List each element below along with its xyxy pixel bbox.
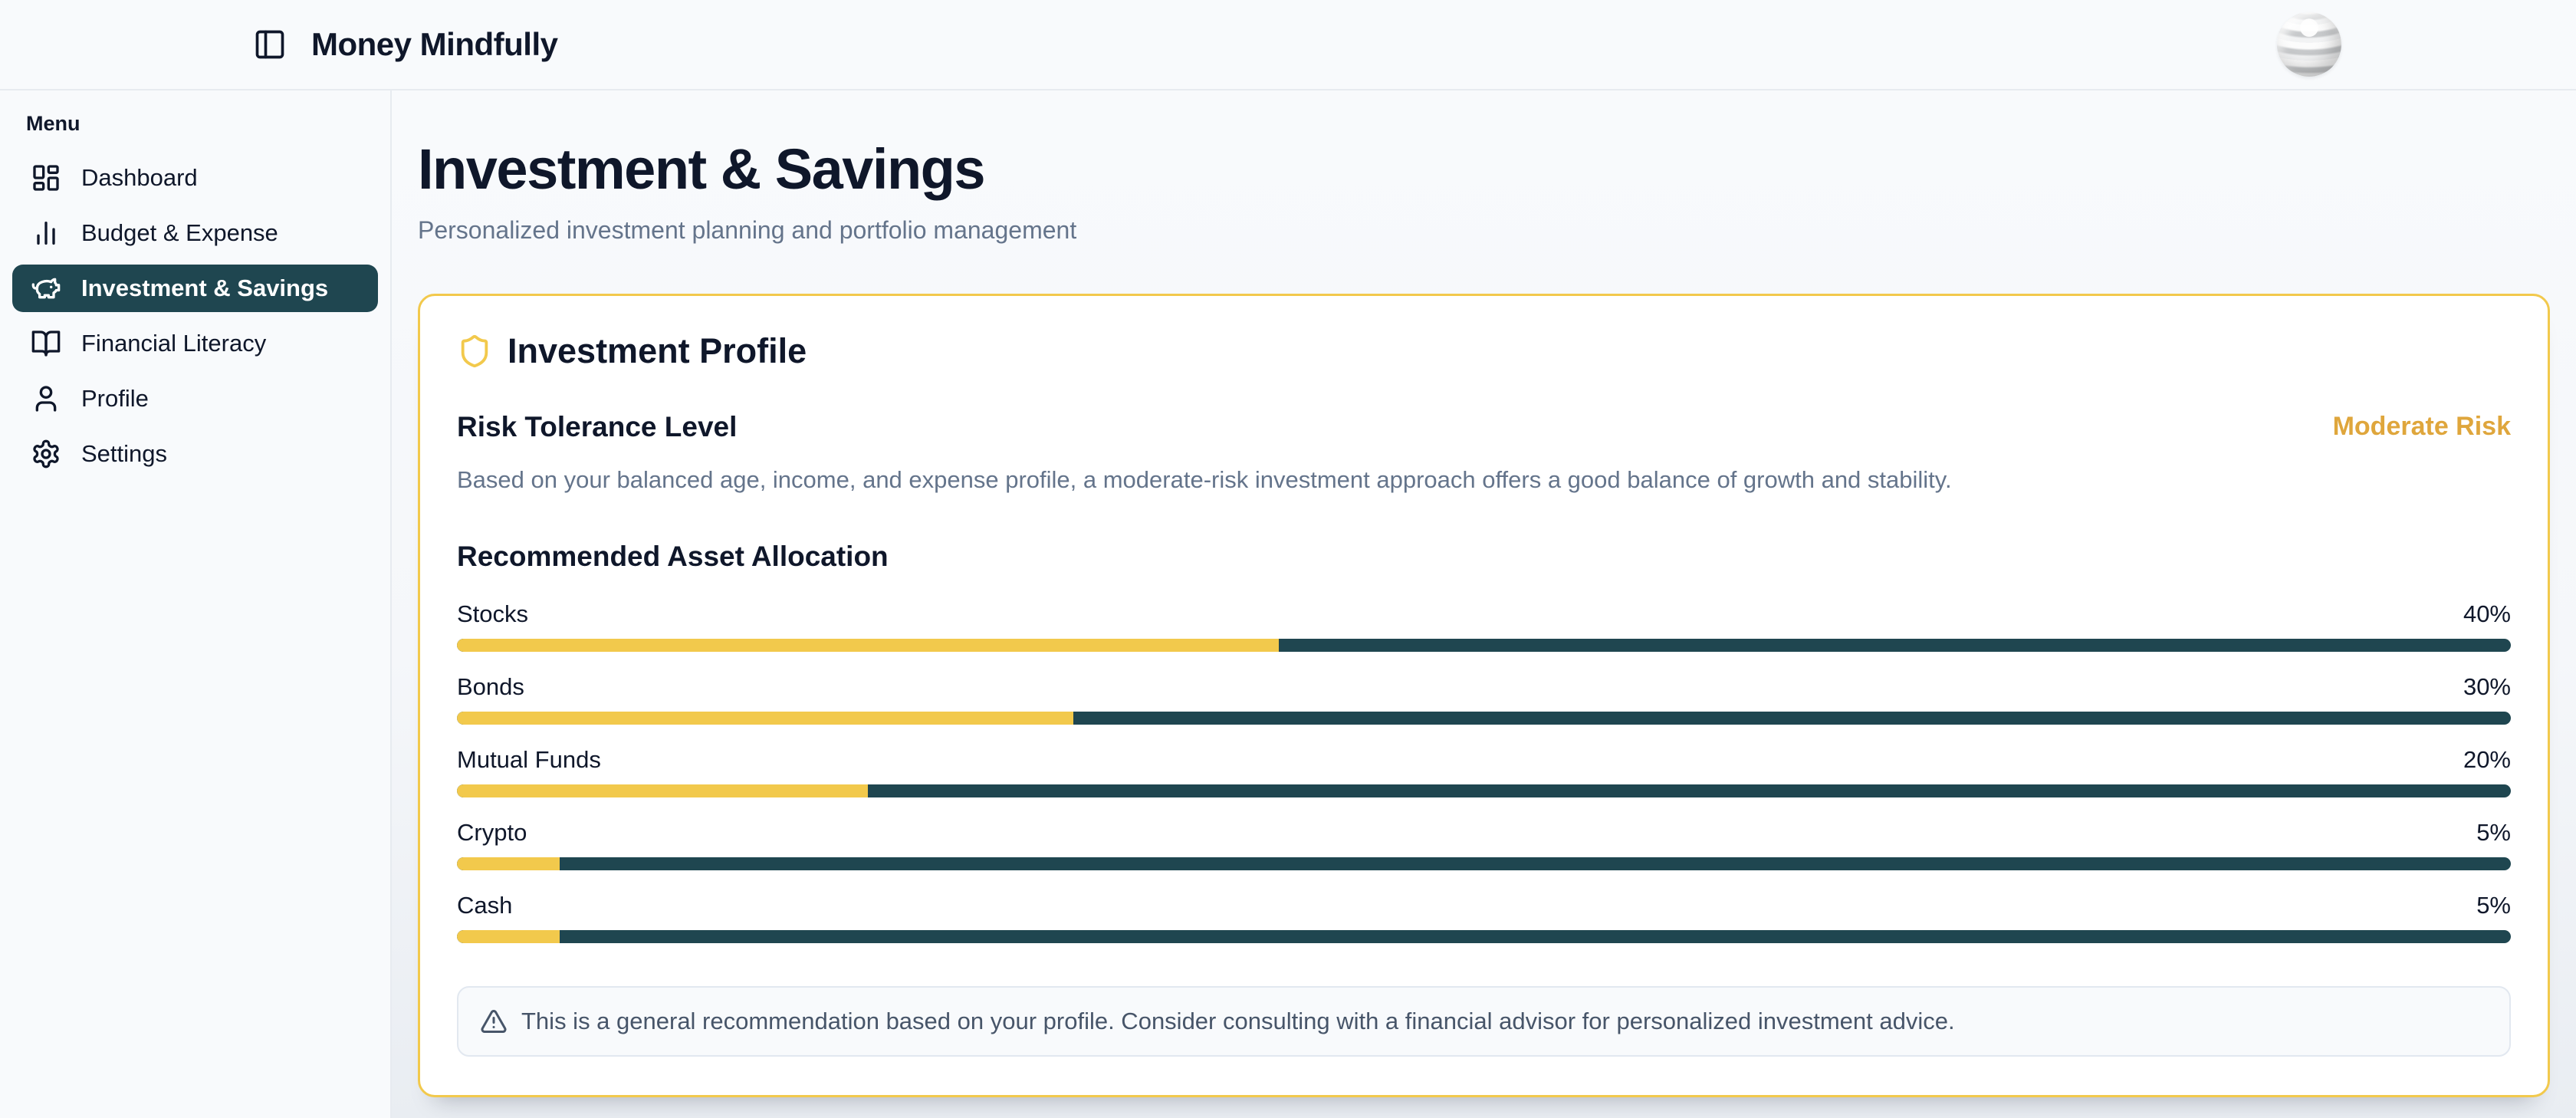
risk-description: Based on your balanced age, income, and …	[457, 465, 1952, 493]
warning-triangle-icon	[480, 1008, 508, 1035]
sidebar-item-financial-literacy[interactable]: Financial Literacy	[12, 320, 378, 367]
allocation-row-header: Mutual Funds 20%	[457, 746, 2511, 774]
disclaimer-text: This is a general recommendation based o…	[521, 1008, 1955, 1035]
allocation-bar-track	[457, 930, 2511, 944]
bar-chart-icon	[31, 218, 61, 248]
allocation-label: Stocks	[457, 600, 529, 628]
allocation-bar-fill	[457, 712, 1073, 725]
piggy-bank-icon	[31, 273, 61, 304]
gear-icon	[31, 439, 61, 469]
dashboard-icon	[31, 163, 61, 193]
sidebar-item-dashboard[interactable]: Dashboard	[12, 154, 378, 202]
allocation-label: Crypto	[457, 819, 527, 847]
sidebar-item-label: Settings	[81, 440, 168, 467]
sidebar-section-label: Menu	[26, 112, 80, 135]
app-title: Money Mindfully	[311, 26, 558, 62]
allocation-value: 40%	[2463, 600, 2511, 628]
allocation-row-header: Cash 5%	[457, 892, 2511, 919]
sidebar-item-label: Budget & Expense	[81, 219, 278, 246]
allocation-heading: Recommended Asset Allocation	[457, 541, 889, 573]
book-open-icon	[31, 328, 61, 359]
card-header: Investment Profile	[457, 331, 2511, 371]
sidebar-item-label: Financial Literacy	[81, 330, 267, 357]
allocation-bar-fill	[457, 639, 1279, 653]
allocation-row: Cash 5%	[457, 892, 2511, 944]
sidebar-item-label: Profile	[81, 385, 149, 412]
allocation-label: Bonds	[457, 673, 524, 701]
disclaimer-box: This is a general recommendation based o…	[457, 986, 2511, 1057]
allocation-row: Stocks 40%	[457, 600, 2511, 653]
allocation-label: Mutual Funds	[457, 746, 601, 774]
allocation-list: Stocks 40% Bonds 30% Mutual Funds 20% Cr…	[457, 600, 2511, 944]
allocation-bar-fill	[457, 857, 560, 871]
sidebar-toggle-button[interactable]	[250, 25, 290, 64]
allocation-row: Crypto 5%	[457, 819, 2511, 871]
sidebar-item-investment-savings[interactable]: Investment & Savings	[12, 265, 378, 312]
sidebar-item-budget-expense[interactable]: Budget & Expense	[12, 209, 378, 257]
risk-tolerance-heading: Risk Tolerance Level	[457, 410, 738, 442]
sidebar-item-profile[interactable]: Profile	[12, 375, 378, 423]
sidebar: Menu Dashboard Budget & Expense	[0, 90, 392, 1118]
allocation-bar-track	[457, 639, 2511, 653]
investment-profile-card: Investment Profile Risk Tolerance Level …	[418, 293, 2550, 1098]
allocation-value: 20%	[2463, 746, 2511, 774]
main-content: Investment & Savings Personalized invest…	[392, 90, 2576, 1118]
app-header: Money Mindfully	[0, 0, 2576, 90]
user-icon	[31, 383, 61, 414]
risk-level-badge: Moderate Risk	[2332, 412, 2511, 442]
allocation-value: 5%	[2476, 892, 2511, 919]
user-avatar[interactable]	[2277, 12, 2341, 77]
allocation-value: 5%	[2476, 819, 2511, 847]
sidebar-nav: Dashboard Budget & Expense	[12, 154, 378, 478]
page-subtitle: Personalized investment planning and por…	[418, 215, 1077, 244]
allocation-row-header: Bonds 30%	[457, 673, 2511, 701]
risk-tolerance-row: Risk Tolerance Level Moderate Risk	[457, 411, 2511, 443]
allocation-label: Cash	[457, 892, 513, 919]
allocation-value: 30%	[2463, 673, 2511, 701]
allocation-row-header: Stocks 40%	[457, 600, 2511, 628]
allocation-row-header: Crypto 5%	[457, 819, 2511, 847]
allocation-row: Mutual Funds 20%	[457, 746, 2511, 798]
allocation-bar-track	[457, 857, 2511, 871]
sidebar-item-label: Investment & Savings	[81, 275, 329, 301]
sidebar-item-label: Dashboard	[81, 164, 198, 191]
sidebar-item-settings[interactable]: Settings	[12, 430, 378, 478]
page-title: Investment & Savings	[418, 137, 986, 201]
shield-icon	[457, 334, 492, 369]
allocation-bar-fill	[457, 930, 560, 944]
allocation-bar-track	[457, 784, 2511, 798]
allocation-bar-track	[457, 712, 2511, 725]
allocation-bar-fill	[457, 784, 868, 798]
allocation-row: Bonds 30%	[457, 673, 2511, 725]
card-title: Investment Profile	[508, 330, 807, 370]
panel-left-icon	[253, 28, 287, 61]
